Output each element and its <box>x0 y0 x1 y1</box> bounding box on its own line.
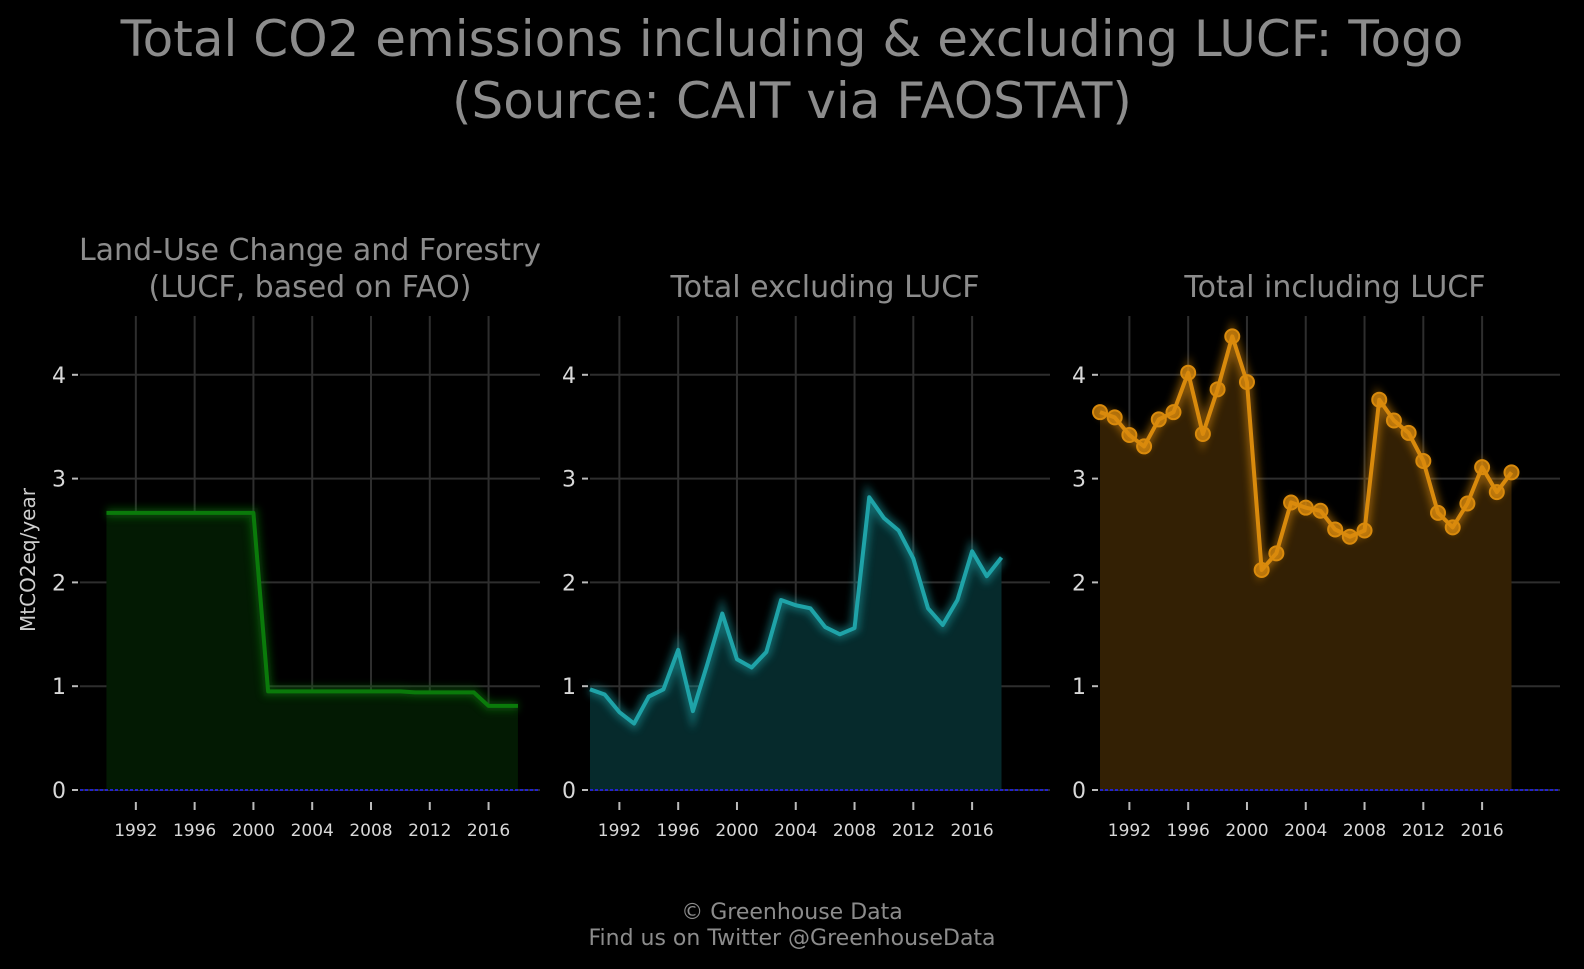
data-point-2010 <box>1385 412 1402 429</box>
y-tick-label-4: 4 <box>1072 364 1086 389</box>
data-point-2013 <box>1430 504 1447 521</box>
x-tick-label-2004: 2004 <box>774 821 817 841</box>
y-tick-label-3: 3 <box>562 468 576 493</box>
data-point-2015 <box>1459 495 1476 512</box>
panel-2: 0 1 2 3 4 1992 1996 2000 2004 2008 2012 2016 <box>1072 316 1560 841</box>
x-tick-label-2004: 2004 <box>291 821 334 841</box>
y-tick-label-2: 2 <box>52 571 66 596</box>
chart-main-title: Total CO2 emissions including & excludin… <box>0 8 1584 132</box>
x-tick-label-2012: 2012 <box>1402 821 1445 841</box>
footer-copyright: © Greenhouse Data <box>681 900 903 925</box>
data-point-2008 <box>1356 522 1373 539</box>
x-tick-label-2016: 2016 <box>467 821 510 841</box>
x-tick-label-1992: 1992 <box>598 821 641 841</box>
data-point-2012 <box>1415 452 1432 469</box>
panel-title-lucf: Land-Use Change and Forestry (LUCF, base… <box>40 232 580 306</box>
panel-title-incl-lucf: Total including LUCF <box>1070 269 1584 306</box>
panel-1: 0 1 2 3 4 1992 1996 2000 2004 2008 2012 2016 <box>562 316 1050 841</box>
x-tick-label-2000: 2000 <box>715 821 758 841</box>
y-tick-label-2: 2 <box>562 571 576 596</box>
data-point-2011 <box>1400 424 1417 441</box>
data-point-2001 <box>1253 561 1270 578</box>
data-point-1995 <box>1165 404 1182 421</box>
data-point-1993 <box>1136 438 1153 455</box>
data-point-1990 <box>1092 404 1108 421</box>
data-point-2007 <box>1341 528 1358 545</box>
data-point-1999 <box>1224 328 1241 345</box>
panel-title-incl-line2: Total including LUCF <box>1184 270 1486 305</box>
footer-twitter: Find us on Twitter @GreenhouseData <box>588 926 996 951</box>
data-point-2004 <box>1297 499 1314 516</box>
series-line <box>106 510 518 708</box>
x-tick-label-1992: 1992 <box>1108 821 1151 841</box>
panel-title-excl-lucf: Total excluding LUCF <box>560 269 1090 306</box>
main-title-line1: Total CO2 emissions including & excludin… <box>120 10 1464 68</box>
y-tick-label-1: 1 <box>52 675 66 700</box>
data-point-2000 <box>1238 374 1255 391</box>
y-tick-label-3: 3 <box>1072 468 1086 493</box>
x-tick-label-2008: 2008 <box>1343 821 1386 841</box>
x-tick-label-2012: 2012 <box>892 821 935 841</box>
data-point-2003 <box>1283 494 1300 511</box>
data-point-1992 <box>1121 427 1138 444</box>
data-point-1994 <box>1150 411 1167 428</box>
data-point-1998 <box>1209 381 1226 398</box>
data-point-2017 <box>1488 484 1505 501</box>
panel-title-lucf-line2: (LUCF, based on FAO) <box>148 270 472 305</box>
series-line <box>589 495 1004 726</box>
y-tick-label-0: 0 <box>562 779 576 804</box>
y-tick-label-0: 0 <box>1072 779 1086 804</box>
x-tick-label-2000: 2000 <box>1225 821 1268 841</box>
x-tick-label-1992: 1992 <box>114 821 157 841</box>
x-tick-label-2008: 2008 <box>833 821 876 841</box>
series-area <box>106 512 518 790</box>
y-tick-label-4: 4 <box>52 364 66 389</box>
data-point-2005 <box>1312 502 1329 519</box>
data-point-1997 <box>1194 425 1211 442</box>
data-point-2018 <box>1503 464 1520 481</box>
x-tick-label-2012: 2012 <box>408 821 451 841</box>
x-tick-label-2016: 2016 <box>950 821 993 841</box>
footer: © Greenhouse Data Find us on Twitter @Gr… <box>0 900 1584 952</box>
y-tick-label-1: 1 <box>1072 675 1086 700</box>
data-point-1991 <box>1106 409 1123 426</box>
x-tick-label-2016: 2016 <box>1460 821 1503 841</box>
x-tick-label-2008: 2008 <box>349 821 392 841</box>
data-point-2006 <box>1327 521 1344 538</box>
panel-title-excl-line2: Total excluding LUCF <box>670 270 980 305</box>
data-point-2002 <box>1268 545 1285 562</box>
data-point-1996 <box>1180 364 1197 381</box>
y-tick-label-0: 0 <box>52 779 66 804</box>
y-tick-label-2: 2 <box>1072 571 1086 596</box>
x-tick-label-2004: 2004 <box>1284 821 1327 841</box>
y-tick-label-4: 4 <box>562 364 576 389</box>
panel-0: 0 1 2 3 4 1992 1996 2000 2004 2008 2012 2016 <box>52 316 540 841</box>
data-point-2014 <box>1444 519 1461 536</box>
data-point-2016 <box>1474 459 1491 476</box>
x-tick-label-2000: 2000 <box>232 821 275 841</box>
x-tick-label-1996: 1996 <box>657 821 700 841</box>
y-tick-label-3: 3 <box>52 468 66 493</box>
main-title-line2: (Source: CAIT via FAOSTAT) <box>452 72 1132 130</box>
panel-title-lucf-line1: Land-Use Change and Forestry <box>78 233 542 268</box>
x-tick-label-1996: 1996 <box>1167 821 1210 841</box>
x-tick-label-1996: 1996 <box>173 821 216 841</box>
y-tick-label-1: 1 <box>562 675 576 700</box>
data-point-2009 <box>1371 391 1388 408</box>
